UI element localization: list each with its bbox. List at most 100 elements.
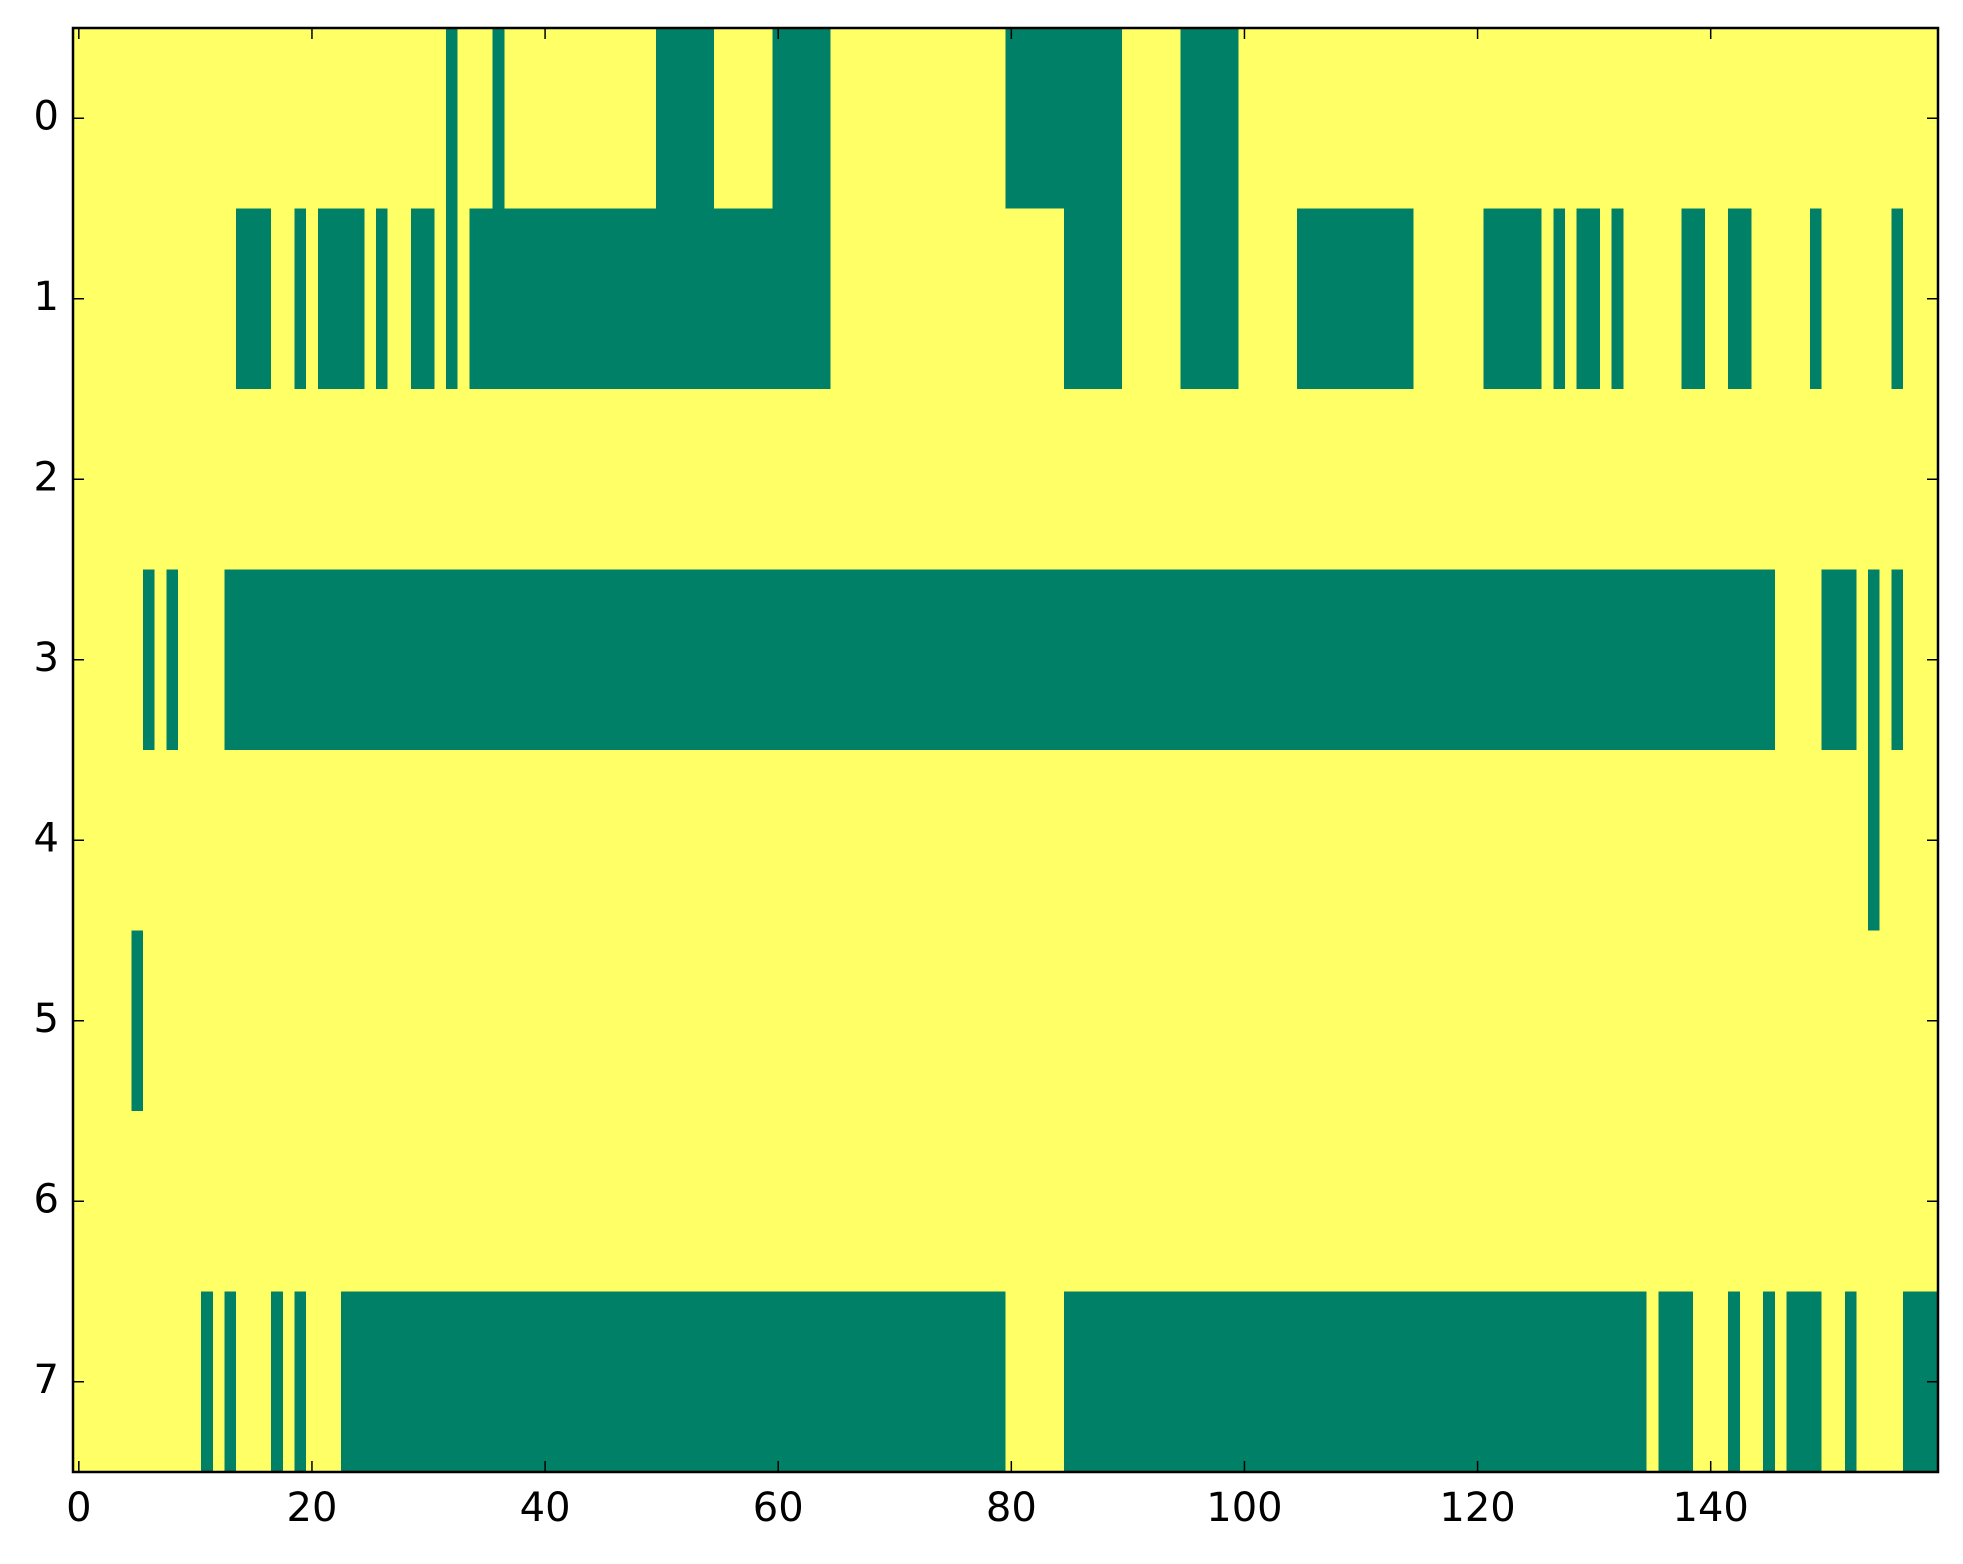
heatmap-cell <box>492 930 505 1112</box>
heatmap-cell <box>679 208 692 390</box>
heatmap-cell <box>1646 930 1659 1112</box>
heatmap-cell <box>1506 389 1519 570</box>
heatmap-cell <box>1320 569 1333 751</box>
heatmap-cell <box>679 1291 692 1473</box>
heatmap-cell <box>259 28 272 209</box>
heatmap-cell <box>819 1291 832 1473</box>
heatmap-cell <box>830 930 843 1112</box>
heatmap-cell <box>1658 930 1671 1112</box>
heatmap-cell <box>271 389 284 570</box>
heatmap-cell <box>1669 750 1683 931</box>
heatmap-cell <box>1576 28 1589 209</box>
heatmap-cell <box>527 1291 540 1473</box>
heatmap-cell <box>411 28 424 209</box>
heatmap-cell <box>224 389 237 570</box>
heatmap-cell <box>306 569 319 751</box>
heatmap-cell <box>469 569 482 751</box>
heatmap-cell <box>1879 569 1892 751</box>
heatmap-cell <box>1005 1291 1018 1473</box>
heatmap-cell <box>1669 1111 1683 1292</box>
heatmap-cell <box>795 930 808 1112</box>
heatmap-cell <box>1763 1111 1776 1292</box>
heatmap-cell <box>1716 1111 1729 1292</box>
heatmap-cell <box>1739 1111 1752 1292</box>
heatmap-cell <box>1110 930 1123 1112</box>
heatmap-cell <box>177 930 191 1112</box>
heatmap-cell <box>457 1111 470 1292</box>
heatmap-cell <box>282 1111 295 1292</box>
heatmap-cell <box>1879 389 1892 570</box>
heatmap-cell <box>1530 569 1543 751</box>
heatmap-cell <box>1028 750 1041 931</box>
heatmap-cell <box>1553 750 1566 931</box>
heatmap-cell <box>702 750 715 931</box>
heatmap-cell <box>154 569 167 751</box>
heatmap-cell <box>1728 750 1741 931</box>
heatmap-cell <box>1658 1291 1671 1473</box>
heatmap-cell <box>1343 750 1356 931</box>
heatmap-cell <box>550 1291 564 1473</box>
heatmap-cell <box>1646 569 1659 751</box>
heatmap-cell <box>96 750 109 931</box>
heatmap-cell <box>1250 1291 1263 1473</box>
heatmap-cell <box>1331 28 1345 209</box>
heatmap-cell <box>912 389 925 570</box>
heatmap-cell <box>166 389 179 570</box>
heatmap-cell <box>1052 930 1065 1112</box>
heatmap-cell <box>702 569 715 751</box>
heatmap-cell <box>1192 1111 1205 1292</box>
heatmap-cell <box>574 389 587 570</box>
heatmap-cell <box>107 208 121 390</box>
heatmap-cell <box>1565 1291 1578 1473</box>
heatmap-cell <box>1495 750 1508 931</box>
heatmap-cell <box>853 1111 867 1292</box>
heatmap-cell <box>1122 1291 1135 1473</box>
heatmap-cell <box>1215 28 1228 209</box>
heatmap-cell <box>690 1111 703 1292</box>
heatmap-cell <box>189 208 202 390</box>
heatmap-cell <box>1308 389 1321 570</box>
heatmap-cell <box>1436 750 1449 931</box>
heatmap-cell <box>1413 1111 1426 1292</box>
heatmap-cell <box>1518 750 1531 931</box>
heatmap-cell <box>1599 1291 1613 1473</box>
heatmap-cell <box>1541 750 1554 931</box>
heatmap-cell <box>632 28 645 209</box>
heatmap-cell <box>294 569 307 751</box>
heatmap-cell <box>376 389 389 570</box>
heatmap-cell <box>1565 1111 1578 1292</box>
heatmap-cell <box>96 1111 109 1292</box>
heatmap-cell <box>504 930 517 1112</box>
heatmap-cell <box>527 208 540 390</box>
heatmap-cell <box>993 389 1006 570</box>
heatmap-cell <box>131 569 144 751</box>
heatmap-cell <box>1669 1291 1683 1473</box>
heatmap-cell <box>1541 389 1554 570</box>
heatmap-cell <box>189 930 202 1112</box>
heatmap-cell <box>632 930 645 1112</box>
heatmap-cell <box>1868 930 1881 1112</box>
heatmap-cell <box>1704 389 1718 570</box>
heatmap-cell <box>1040 930 1053 1112</box>
heatmap-cell <box>480 930 494 1112</box>
heatmap-cell <box>166 930 179 1112</box>
heatmap-cell <box>201 750 214 931</box>
heatmap-cell <box>1646 750 1659 931</box>
heatmap-cell <box>1576 569 1589 751</box>
heatmap-cell <box>1273 1291 1286 1473</box>
heatmap-cell <box>1879 930 1892 1112</box>
heatmap-cell <box>1273 28 1286 209</box>
heatmap-cell <box>1273 750 1286 931</box>
heatmap-cell <box>982 28 995 209</box>
heatmap-cell <box>982 1111 995 1292</box>
heatmap-cell <box>1530 930 1543 1112</box>
heatmap-cell <box>1774 1291 1787 1473</box>
heatmap-cell <box>1856 750 1869 931</box>
heatmap-cell <box>958 750 972 931</box>
heatmap-cell <box>550 28 564 209</box>
heatmap-cell <box>469 1111 482 1292</box>
heatmap-cell <box>1506 1111 1519 1292</box>
heatmap-cell <box>1040 28 1053 209</box>
heatmap-cell <box>306 750 319 931</box>
heatmap-cell <box>1250 930 1263 1112</box>
